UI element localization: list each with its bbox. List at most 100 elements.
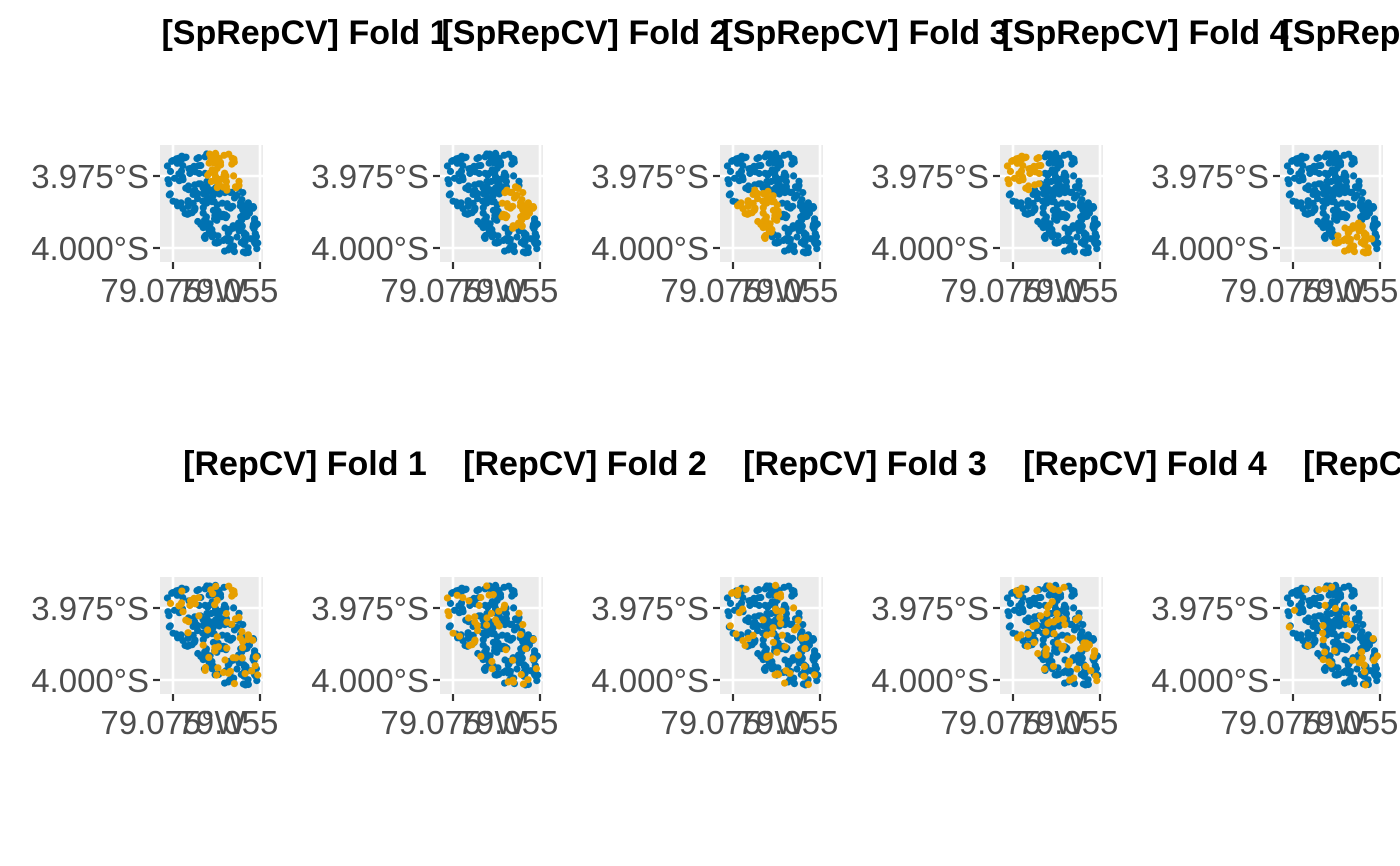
training-point	[750, 595, 757, 602]
training-point	[238, 196, 245, 203]
testing-point	[773, 217, 780, 224]
panel-title: [SpRepCV] Fold 4	[1001, 14, 1288, 52]
training-point	[1341, 170, 1348, 177]
testing-point	[167, 600, 174, 607]
testing-point	[768, 226, 775, 233]
training-point	[1350, 172, 1357, 179]
training-point	[772, 173, 779, 180]
testing-point	[727, 622, 734, 629]
testing-point	[1036, 170, 1043, 177]
training-point	[1342, 667, 1349, 674]
training-point	[1321, 666, 1328, 673]
testing-point	[1082, 663, 1089, 670]
training-point	[1302, 154, 1309, 161]
training-point	[1337, 161, 1344, 168]
testing-point	[515, 610, 522, 617]
training-point	[1349, 587, 1356, 594]
testing-point	[1362, 681, 1369, 688]
testing-point	[195, 612, 202, 619]
x-tick-label: 79.055°W	[1297, 272, 1400, 309]
x-tick-label: 79.055°W	[1017, 704, 1163, 741]
testing-point	[1343, 615, 1350, 622]
testing-point	[1035, 154, 1042, 161]
testing-point	[811, 671, 818, 678]
training-point	[197, 162, 204, 169]
training-point	[210, 618, 217, 625]
testing-point	[530, 203, 537, 210]
testing-point	[1024, 643, 1031, 650]
training-point	[790, 172, 797, 179]
training-point	[244, 676, 251, 683]
training-point	[1313, 622, 1320, 629]
training-point	[1068, 189, 1075, 196]
testing-point	[239, 644, 246, 651]
testing-point	[801, 645, 808, 652]
training-point	[1299, 162, 1306, 169]
training-point	[446, 191, 453, 198]
training-point	[465, 186, 472, 193]
testing-point	[733, 630, 740, 637]
testing-point	[1042, 648, 1049, 655]
training-point	[182, 154, 189, 161]
training-point	[201, 234, 208, 241]
testing-point	[791, 626, 798, 633]
training-point	[493, 649, 500, 656]
training-point	[1070, 604, 1077, 611]
training-point	[1019, 608, 1026, 615]
training-point	[789, 635, 796, 642]
training-point	[531, 239, 538, 246]
training-point	[165, 612, 172, 619]
testing-point	[1291, 607, 1298, 614]
training-point	[1025, 203, 1032, 210]
testing-point	[483, 614, 490, 621]
testing-point	[1060, 643, 1067, 650]
testing-point	[1025, 186, 1032, 193]
training-point	[208, 198, 215, 205]
testing-point	[445, 612, 452, 619]
training-point	[755, 586, 762, 593]
training-point	[775, 239, 782, 246]
training-point	[1005, 612, 1012, 619]
testing-point	[1073, 616, 1080, 623]
training-point	[497, 593, 504, 600]
training-point	[1048, 198, 1055, 205]
training-point	[190, 163, 197, 170]
training-point	[215, 239, 222, 246]
testing-point	[1044, 604, 1051, 611]
training-point	[1291, 175, 1298, 182]
training-point	[1355, 185, 1362, 192]
training-point	[475, 586, 482, 593]
testing-point	[777, 593, 784, 600]
training-point	[782, 235, 789, 242]
training-point	[475, 154, 482, 161]
testing-point	[488, 658, 495, 665]
training-point	[1072, 222, 1079, 229]
testing-point	[1037, 162, 1044, 169]
training-point	[1078, 216, 1085, 223]
y-tick-label: 3.975°S	[31, 590, 149, 627]
testing-point	[1031, 639, 1038, 646]
testing-point	[1321, 649, 1328, 656]
training-point	[508, 621, 515, 628]
training-point	[451, 607, 458, 614]
training-point	[165, 180, 172, 187]
testing-point	[204, 172, 211, 179]
training-point	[786, 245, 793, 252]
training-point	[1330, 618, 1337, 625]
testing-point	[229, 155, 236, 162]
training-point	[1319, 190, 1326, 197]
training-point	[1363, 640, 1370, 647]
training-point	[489, 233, 496, 240]
testing-point	[227, 668, 234, 675]
y-tick-label: 3.975°S	[31, 158, 149, 195]
x-tick-label: 79.055°W	[1017, 272, 1163, 309]
testing-point	[523, 208, 530, 215]
training-point	[495, 239, 502, 246]
testing-point	[1335, 239, 1342, 246]
training-point	[251, 239, 258, 246]
training-point	[1286, 191, 1293, 198]
training-point	[459, 608, 466, 615]
testing-point	[1049, 598, 1056, 605]
testing-point	[1019, 162, 1026, 169]
training-point	[1328, 630, 1335, 637]
